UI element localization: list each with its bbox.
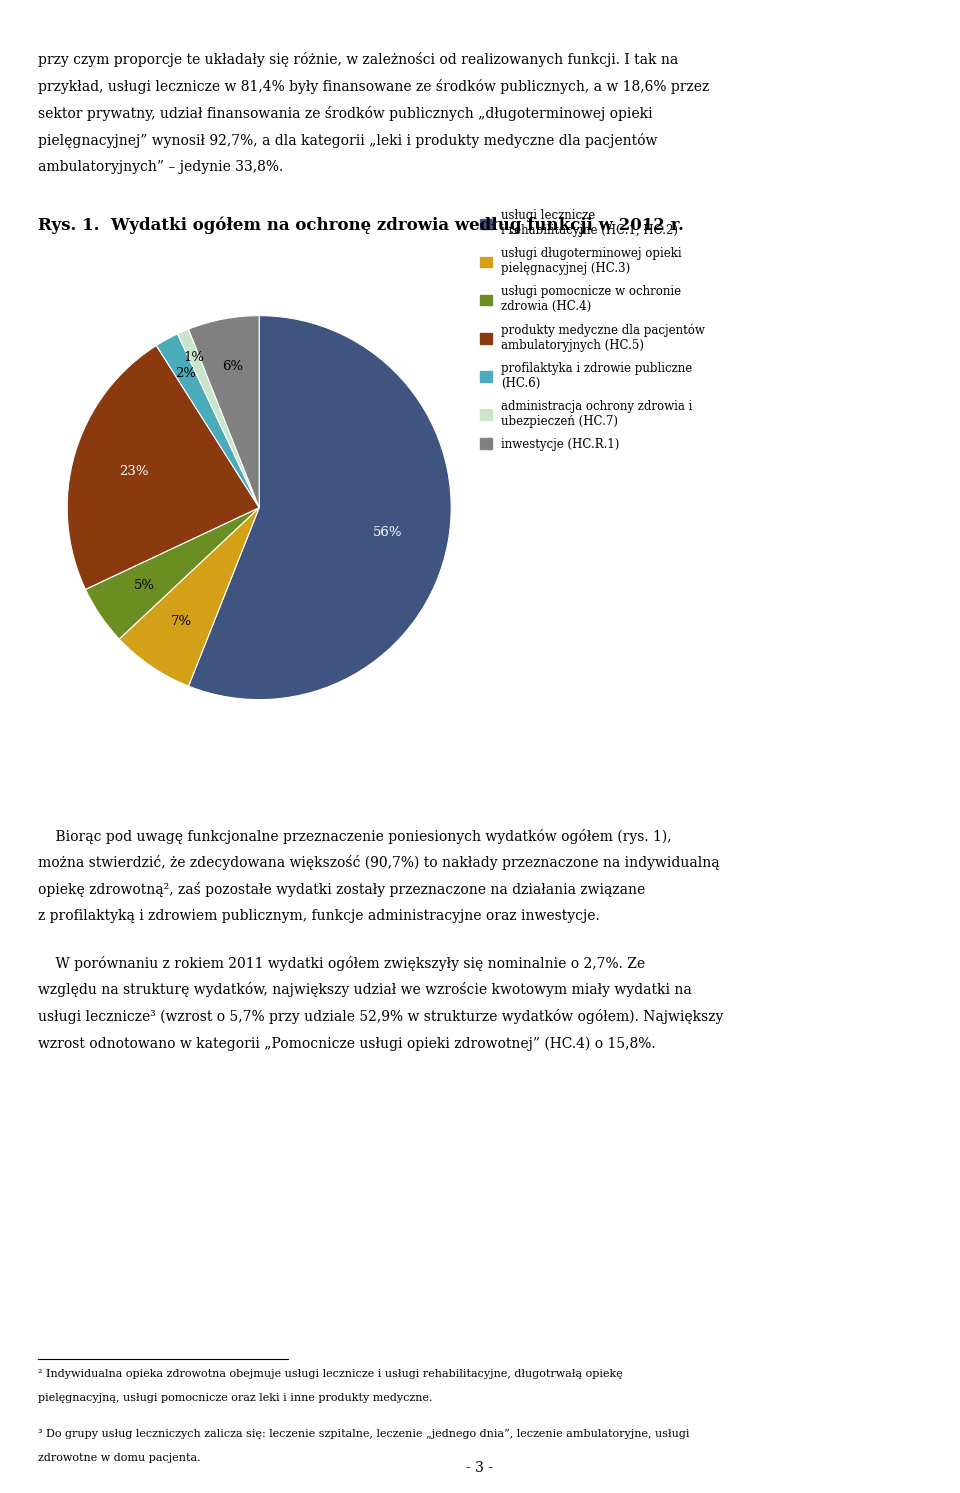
Text: 56%: 56% — [372, 526, 402, 539]
Wedge shape — [178, 328, 259, 508]
Legend: usługi lecznicze
i rehabilitacyjne (HC.1, HC.2), usługi długoterminowej opieki
p: usługi lecznicze i rehabilitacyjne (HC.1… — [480, 209, 706, 451]
Text: Rys. 1.  Wydatki ogółem na ochronę zdrowia według funkcji w 2012 r.: Rys. 1. Wydatki ogółem na ochronę zdrowi… — [38, 216, 684, 234]
Text: względu na strukturę wydatków, największy udział we wzroście kwotowym miały wyda: względu na strukturę wydatków, największ… — [38, 982, 692, 997]
Text: wzrost odnotowano w kategorii „Pomocnicze usługi opieki zdrowotnej” (HC.4) o 15,: wzrost odnotowano w kategorii „Pomocnicz… — [38, 1036, 656, 1051]
Text: przy czym proporcje te układały się różnie, w zależności od realizowanych funkcj: przy czym proporcje te układały się różn… — [38, 52, 679, 67]
Text: 1%: 1% — [184, 351, 204, 364]
Text: 23%: 23% — [119, 464, 149, 478]
Text: opiekę zdrowotną², zaś pozostałe wydatki zostały przeznaczone na działania związ: opiekę zdrowotną², zaś pozostałe wydatki… — [38, 882, 646, 897]
Wedge shape — [119, 508, 259, 687]
Wedge shape — [188, 315, 451, 700]
Text: z profilaktyką i zdrowiem publicznym, funkcje administracyjne oraz inwestycje.: z profilaktyką i zdrowiem publicznym, fu… — [38, 909, 600, 923]
Wedge shape — [85, 508, 259, 639]
Wedge shape — [188, 315, 259, 508]
Text: ambulatoryjnych” – jedynie 33,8%.: ambulatoryjnych” – jedynie 33,8%. — [38, 160, 283, 173]
Text: usługi lecznicze³ (wzrost o 5,7% przy udziale 52,9% w strukturze wydatków ogółem: usługi lecznicze³ (wzrost o 5,7% przy ud… — [38, 1009, 724, 1024]
Wedge shape — [156, 334, 259, 508]
Text: 6%: 6% — [222, 360, 243, 373]
Text: można stwierdzić, że zdecydowana większość (90,7%) to nakłady przeznaczone na in: można stwierdzić, że zdecydowana większo… — [38, 855, 720, 870]
Text: zdrowotne w domu pacjenta.: zdrowotne w domu pacjenta. — [38, 1453, 201, 1463]
Text: W porównaniu z rokiem 2011 wydatki ogółem zwiększyły się nominalnie o 2,7%. Ze: W porównaniu z rokiem 2011 wydatki ogółe… — [38, 956, 645, 970]
Text: ³ Do grupy usług leczniczych zalicza się: leczenie szpitalne, leczenie „jednego : ³ Do grupy usług leczniczych zalicza się… — [38, 1429, 690, 1439]
Text: 2%: 2% — [175, 366, 196, 379]
Text: 5%: 5% — [134, 579, 156, 591]
Text: sektor prywatny, udział finansowania ze środków publicznych „długoterminowej opi: sektor prywatny, udział finansowania ze … — [38, 106, 653, 121]
Wedge shape — [67, 345, 259, 590]
Text: pielęgnacyjną, usługi pomocnicze oraz leki i inne produkty medyczne.: pielęgnacyjną, usługi pomocnicze oraz le… — [38, 1393, 433, 1403]
Text: - 3 -: - 3 - — [467, 1462, 493, 1475]
Text: przykład, usługi lecznicze w 81,4% były finansowane ze środków publicznych, a w : przykład, usługi lecznicze w 81,4% były … — [38, 79, 709, 94]
Text: 7%: 7% — [171, 615, 192, 629]
Text: pielęgnacyjnej” wynosił 92,7%, a dla kategorii „leki i produkty medyczne dla pac: pielęgnacyjnej” wynosił 92,7%, a dla kat… — [38, 133, 658, 148]
Text: ² Indywidualna opieka zdrowotna obejmuje usługi lecznicze i usługi rehabilitacyj: ² Indywidualna opieka zdrowotna obejmuje… — [38, 1369, 623, 1380]
Text: Biorąc pod uwagę funkcjonalne przeznaczenie poniesionych wydatków ogółem (rys. 1: Biorąc pod uwagę funkcjonalne przeznacze… — [38, 829, 672, 844]
